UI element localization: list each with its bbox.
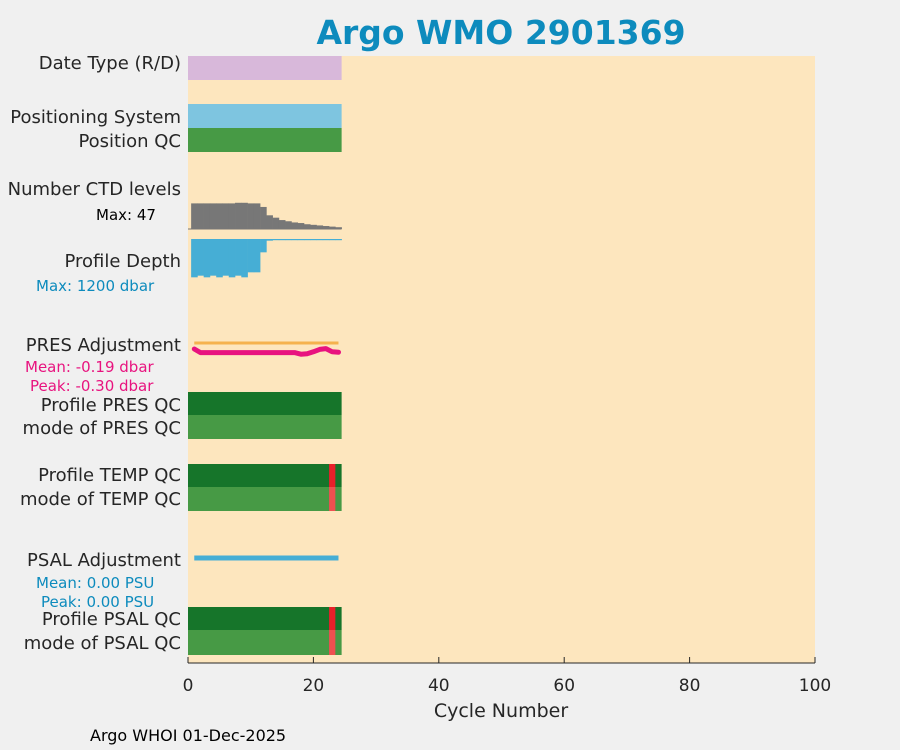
profile-depth-bar xyxy=(191,239,198,278)
profile-depth-bar xyxy=(335,239,342,241)
footer-text: Argo WHOI 01-Dec-2025 xyxy=(90,726,286,745)
profile-depth-bar xyxy=(297,239,305,241)
chart-title: Argo WMO 2901369 xyxy=(316,13,685,52)
ctd-levels-bar xyxy=(335,227,342,229)
annot-psal-mean: Mean: 0.00 PSU xyxy=(36,574,154,592)
x-tick-label: 100 xyxy=(799,676,831,696)
ctd-levels-bar xyxy=(316,225,324,229)
annot-psal-peak: Peak: 0.00 PSU xyxy=(41,593,154,611)
profile-pres-qc-bar xyxy=(188,392,342,415)
label-mode-pres-qc: mode of PRES QC xyxy=(23,418,181,439)
x-tick-label: 0 xyxy=(183,676,194,696)
ctd-levels-bar xyxy=(222,203,230,229)
annot-pres-peak: Peak: -0.30 dbar xyxy=(30,377,154,395)
x-tick-label: 40 xyxy=(428,676,450,696)
profile-depth-bar xyxy=(291,239,299,241)
pres-adjustment-line xyxy=(191,346,341,357)
profile-depth-bar xyxy=(266,239,273,241)
mode-psal-qc-bar-bad-cycle-23 xyxy=(329,630,336,655)
profile-depth-bar xyxy=(310,239,317,241)
ctd-levels-bar xyxy=(266,215,273,229)
ctd-levels-bar xyxy=(310,224,317,229)
profile-depth-bar xyxy=(203,239,211,278)
ctd-levels-bar xyxy=(303,224,311,229)
profile-depth-bar xyxy=(260,239,267,253)
x-tick-label: 60 xyxy=(553,676,575,696)
ctd-levels-bar xyxy=(209,203,217,229)
label-positioning-system: Positioning System xyxy=(10,107,181,128)
profile-depth-bar xyxy=(247,239,255,273)
ctd-levels-bar xyxy=(260,206,267,229)
ctd-levels-bar xyxy=(291,222,299,229)
ctd-levels-bar xyxy=(297,223,305,229)
ctd-levels-bar xyxy=(191,203,198,229)
ctd-levels-bar xyxy=(329,226,336,229)
label-pres-adjustment: PRES Adjustment xyxy=(26,335,181,356)
ctd-levels-bar xyxy=(253,203,261,229)
date-type-bar xyxy=(188,56,342,80)
plot-area xyxy=(188,56,815,663)
ctd-levels-bar xyxy=(241,202,248,229)
profile-depth-bar xyxy=(241,239,248,278)
mode-pres-qc-bar xyxy=(188,415,342,439)
label-ctd-levels: Number CTD levels xyxy=(8,179,181,200)
profile-depth-bar xyxy=(285,239,292,241)
profile-depth-bar xyxy=(316,239,324,241)
ctd-levels-bar xyxy=(247,203,255,229)
annot-depth-max: Max: 1200 dbar xyxy=(36,277,155,295)
ctd-levels-bar xyxy=(235,202,242,229)
mode-temp-qc-bar xyxy=(188,487,342,511)
position-qc-bar xyxy=(188,128,342,152)
x-tick-label: 20 xyxy=(303,676,325,696)
annot-ctd-max: Max: 47 xyxy=(96,206,156,224)
mode-psal-qc-bar xyxy=(188,630,342,655)
profile-depth-bar xyxy=(235,239,242,276)
ctd-levels-bar xyxy=(203,203,211,229)
label-mode-psal-qc: mode of PSAL QC xyxy=(24,633,181,654)
profile-depth-bar xyxy=(216,239,223,278)
x-axis-label: Cycle Number xyxy=(434,700,568,722)
label-profile-depth: Profile Depth xyxy=(64,251,181,272)
profile-psal-qc-bar xyxy=(188,607,342,630)
label-psal-adjustment: PSAL Adjustment xyxy=(27,550,181,571)
ctd-levels-bar xyxy=(228,203,236,229)
profile-depth-bar xyxy=(228,239,236,278)
profile-depth-bar xyxy=(222,239,230,276)
profile-temp-qc-bar xyxy=(188,464,342,487)
label-profile-pres-qc: Profile PRES QC xyxy=(41,395,181,416)
profile-depth-bar xyxy=(197,239,204,276)
x-tick-label: 80 xyxy=(679,676,701,696)
profile-temp-qc-bar-bad-cycle-23 xyxy=(329,464,336,487)
profile-depth-bar xyxy=(329,239,336,241)
profile-psal-qc-bar-bad-cycle-23 xyxy=(329,607,336,630)
ctd-levels-bar xyxy=(278,220,286,229)
profile-depth-bar xyxy=(253,239,261,273)
label-position-qc: Position QC xyxy=(78,131,181,152)
ctd-levels-bar xyxy=(216,203,223,229)
profile-depth-bar xyxy=(278,239,286,241)
profile-depth-bar xyxy=(209,239,217,276)
label-profile-temp-qc: Profile TEMP QC xyxy=(38,465,181,486)
profile-depth-bar xyxy=(303,239,311,241)
ctd-levels-bar xyxy=(285,221,292,229)
annot-pres-mean: Mean: -0.19 dbar xyxy=(25,358,155,376)
mode-temp-qc-bar-bad-cycle-23 xyxy=(329,487,336,511)
label-profile-psal-qc: Profile PSAL QC xyxy=(42,609,181,630)
profile-depth-bar xyxy=(272,239,280,241)
ctd-levels-bar xyxy=(322,226,330,229)
ctd-levels-bar xyxy=(197,203,204,229)
profile-depth-bar xyxy=(322,239,330,241)
positioning-system-bar xyxy=(188,104,342,128)
label-mode-temp-qc: mode of TEMP QC xyxy=(20,489,181,510)
ctd-levels-bar xyxy=(272,217,280,229)
label-date-type: Date Type (R/D) xyxy=(39,53,181,74)
